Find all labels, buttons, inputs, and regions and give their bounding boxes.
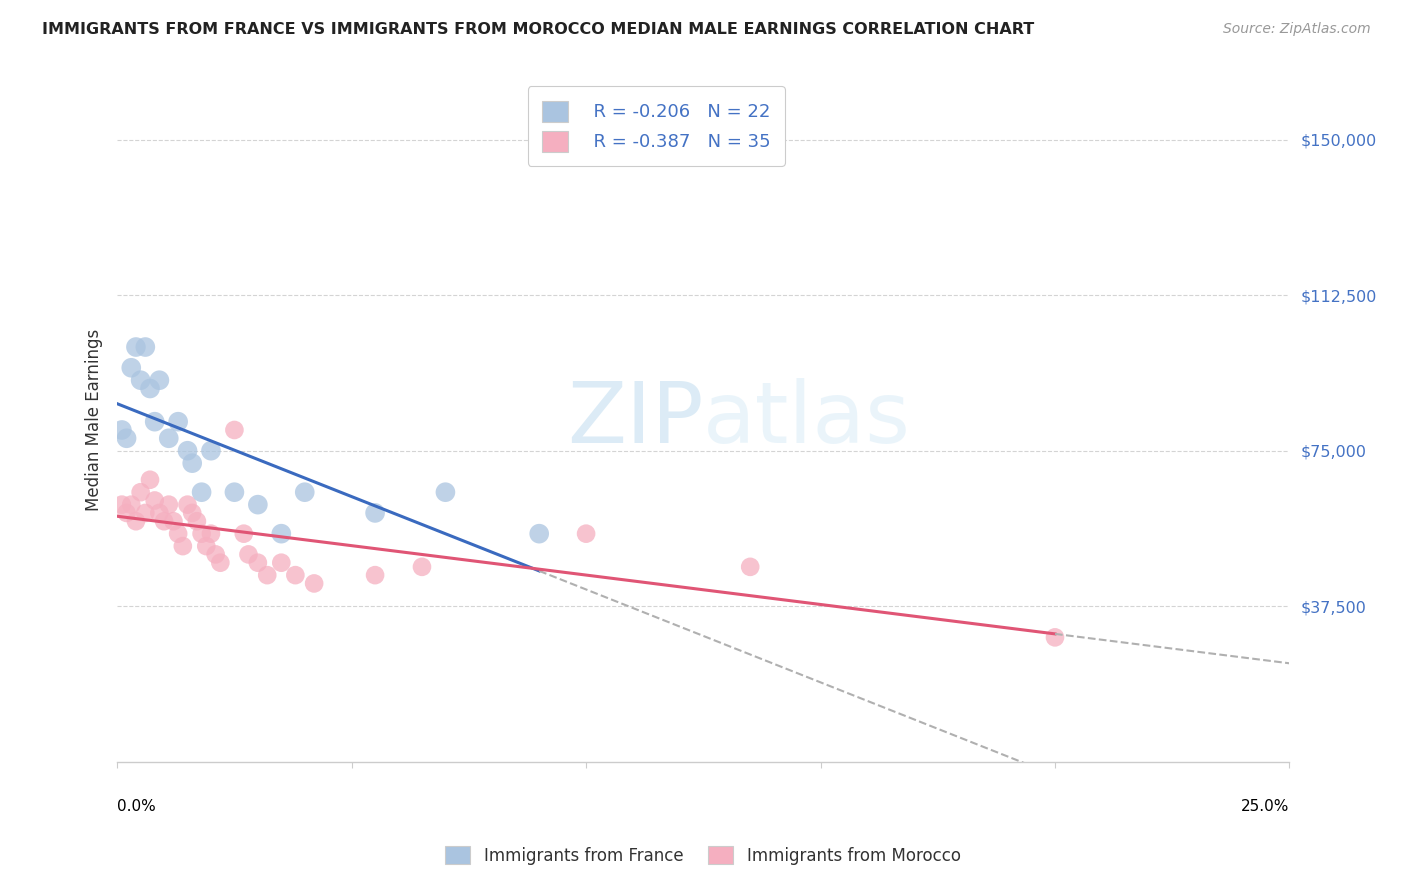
Text: 25.0%: 25.0%: [1241, 799, 1289, 814]
Text: 0.0%: 0.0%: [117, 799, 156, 814]
Legend: Immigrants from France, Immigrants from Morocco: Immigrants from France, Immigrants from …: [437, 838, 969, 873]
Point: [172, 539, 194, 553]
Point: [115, 431, 138, 445]
Point: [157, 498, 180, 512]
Legend:   R = -0.206   N = 22,   R = -0.387   N = 35: R = -0.206 N = 22, R = -0.387 N = 35: [527, 87, 785, 166]
Point: [125, 514, 148, 528]
Point: [246, 556, 269, 570]
Point: [224, 485, 246, 500]
Point: [434, 485, 457, 500]
Point: [238, 548, 260, 562]
Point: [125, 340, 148, 354]
Point: [529, 526, 551, 541]
Point: [157, 431, 180, 445]
Point: [256, 568, 278, 582]
Point: [364, 506, 387, 520]
Point: [411, 559, 433, 574]
Point: [111, 498, 134, 512]
Point: [200, 443, 222, 458]
Point: [176, 443, 198, 458]
Point: [190, 485, 212, 500]
Point: [181, 506, 204, 520]
Point: [115, 506, 138, 520]
Point: [143, 493, 166, 508]
Point: [364, 568, 387, 582]
Point: [270, 526, 292, 541]
Point: [246, 498, 269, 512]
Point: [134, 506, 156, 520]
Point: [1043, 631, 1066, 645]
Point: [143, 415, 166, 429]
Point: [129, 373, 152, 387]
Point: [302, 576, 325, 591]
Point: [284, 568, 307, 582]
Point: [120, 498, 142, 512]
Point: [270, 556, 292, 570]
Point: [148, 373, 170, 387]
Point: [232, 526, 254, 541]
Point: [224, 423, 246, 437]
Point: [176, 498, 198, 512]
Point: [190, 526, 212, 541]
Point: [167, 415, 190, 429]
Point: [148, 506, 170, 520]
Text: Source: ZipAtlas.com: Source: ZipAtlas.com: [1223, 22, 1371, 37]
Point: [167, 526, 190, 541]
Point: [575, 526, 598, 541]
Point: [209, 556, 232, 570]
Point: [162, 514, 184, 528]
Point: [181, 456, 204, 470]
Point: [294, 485, 316, 500]
Text: atlas: atlas: [703, 378, 911, 461]
Point: [139, 382, 162, 396]
Point: [153, 514, 176, 528]
Point: [139, 473, 162, 487]
Point: [200, 526, 222, 541]
Point: [740, 559, 762, 574]
Point: [129, 485, 152, 500]
Point: [120, 360, 142, 375]
Point: [195, 539, 218, 553]
Y-axis label: Median Male Earnings: Median Male Earnings: [86, 328, 103, 511]
Point: [186, 514, 208, 528]
Text: ZIP: ZIP: [567, 378, 703, 461]
Text: IMMIGRANTS FROM FRANCE VS IMMIGRANTS FROM MOROCCO MEDIAN MALE EARNINGS CORRELATI: IMMIGRANTS FROM FRANCE VS IMMIGRANTS FRO…: [42, 22, 1035, 37]
Point: [204, 548, 226, 562]
Point: [111, 423, 134, 437]
Point: [134, 340, 156, 354]
